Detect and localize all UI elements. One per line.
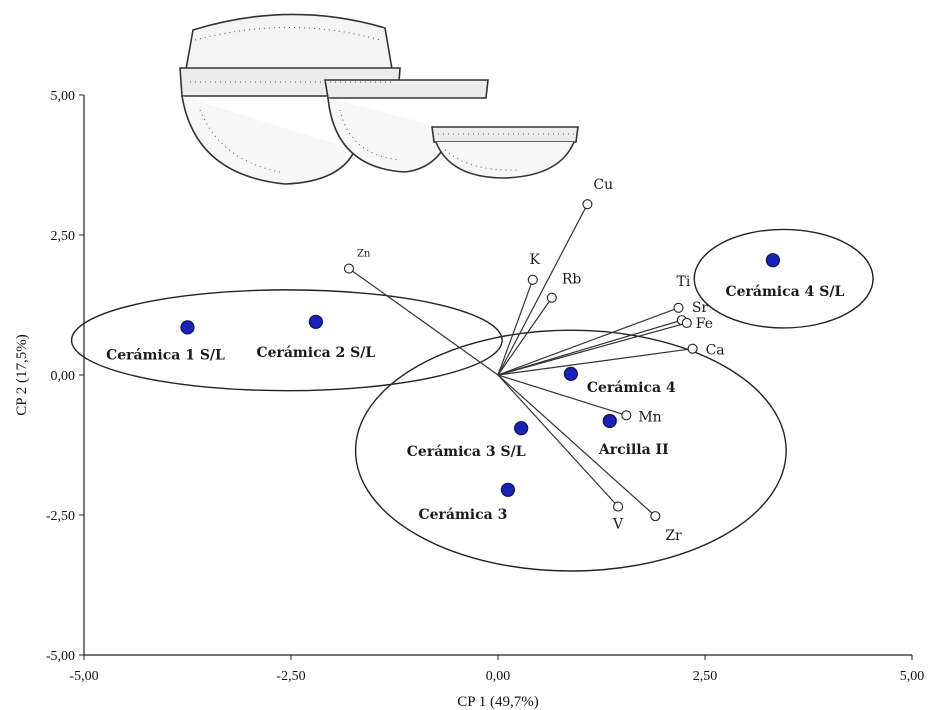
vector-end-rb [546, 292, 557, 303]
sample-label: Cerámica 4 [587, 380, 676, 396]
sample-label: Cerámica 1 S/L [106, 347, 225, 363]
vector-sr [497, 319, 682, 376]
variable-label-fe: Fe [696, 316, 713, 332]
variable-label-ca: Ca [706, 343, 725, 359]
vector-fe [497, 322, 687, 376]
sample-label: Cerámica 2 S/L [256, 345, 375, 361]
y-tick-label: 2,50 [51, 229, 76, 244]
large-vessel-rim [184, 13, 394, 76]
x-tick-label: -5,00 [69, 669, 98, 684]
vector-cu [497, 203, 588, 376]
small-vessel-rim [431, 126, 579, 143]
vector-end-zn [343, 263, 355, 274]
sample-point [514, 421, 529, 436]
vessel-texture [190, 27, 574, 173]
x-tick-label: 0,00 [486, 669, 511, 684]
variable-label-sr: Sr [692, 300, 709, 316]
variable-label-zn: Zn [357, 249, 371, 260]
vector-end-mn [621, 410, 632, 421]
sample-label: Arcilla II [598, 442, 669, 458]
vector-end-ca [687, 343, 698, 354]
sample-point [180, 320, 195, 335]
variable-label-zr: Zr [665, 528, 682, 544]
variable-label-k: K [530, 252, 541, 268]
vector-end-fe [681, 317, 692, 328]
vector-ti [497, 307, 679, 376]
variable-label-mn: Mn [638, 409, 661, 425]
group-ellipses [70, 228, 874, 572]
sample-point [765, 253, 780, 268]
sample-label: Cerámica 3 [419, 507, 508, 523]
vector-zn [348, 268, 499, 376]
large-vessel-body [181, 95, 356, 185]
vector-ca [497, 348, 693, 376]
medium-vessel-rim [324, 79, 489, 99]
y-axis-title: CP 2 (17,5%) [14, 334, 30, 416]
sample-points: Cerámica 1 S/L Cerámica 2 S/L Cerámica 4 S… [106, 253, 845, 523]
y-tick-label: -2,50 [46, 509, 75, 524]
y-tick-label: -5,00 [46, 649, 75, 664]
vector-mn [497, 374, 627, 416]
x-tick-label: 2,50 [693, 669, 718, 684]
sample-point [500, 482, 516, 497]
vector-zr [497, 374, 656, 517]
group-ellipse [693, 228, 874, 329]
x-axis-title: CP 1 (49,7%) [457, 694, 539, 710]
vector-end-k [527, 274, 538, 285]
vector-end-ti [673, 302, 684, 313]
vector-rb [497, 297, 553, 376]
vector-end-cu [582, 199, 593, 210]
sample-label: Cerámica 3 S/L [407, 444, 526, 460]
x-tick-label: 5,00 [900, 669, 925, 684]
vector-v [497, 374, 619, 508]
variable-label-rb: Rb [562, 272, 582, 288]
vector-k [497, 279, 534, 376]
vector-end-v [613, 501, 624, 512]
sample-label: Cerámica 4 S/L [726, 284, 845, 300]
small-vessel-body [435, 141, 575, 179]
group-ellipse [354, 329, 787, 572]
y-tick-label: 5,00 [51, 89, 76, 104]
axes: -5,00 -2,50 0,00 2,50 5,00 5,00 2,50 0,00 -2,50 -… [46, 89, 924, 684]
variable-label-v: V [612, 517, 624, 533]
variable-label-ti: Ti [677, 274, 691, 290]
sample-point [308, 314, 323, 329]
sample-point [563, 366, 578, 381]
vector-end-zr [650, 511, 661, 522]
variable-label-cu: Cu [593, 177, 613, 193]
ceramic-vessels-illustration [179, 13, 579, 185]
group-ellipse [70, 289, 503, 392]
x-tick-label: -2,50 [276, 669, 305, 684]
sample-point [602, 413, 617, 429]
y-tick-label: 0,00 [51, 369, 76, 384]
